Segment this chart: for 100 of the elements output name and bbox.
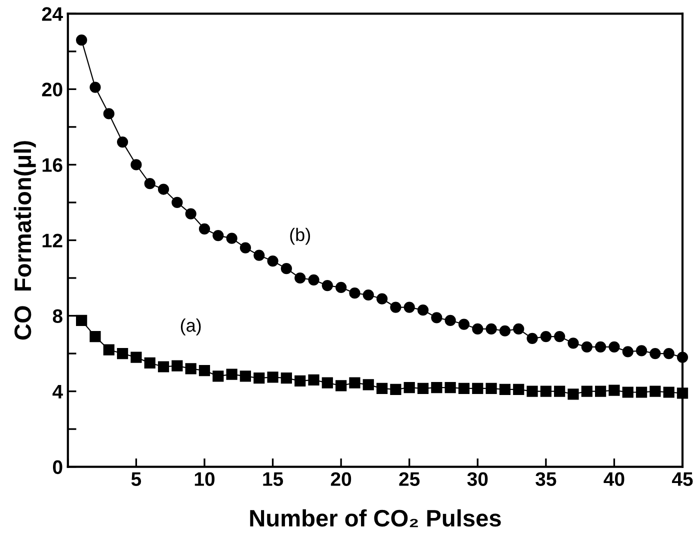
point <box>581 386 592 397</box>
point <box>185 208 196 220</box>
point <box>472 323 484 335</box>
y-tick-label: 4 <box>52 384 63 398</box>
x-tick-label: 5 <box>131 472 142 486</box>
point <box>458 382 470 394</box>
point <box>362 289 374 301</box>
point <box>472 382 484 394</box>
point <box>554 386 566 397</box>
point <box>158 361 170 372</box>
point <box>540 386 552 397</box>
point <box>240 370 252 382</box>
point <box>622 386 634 398</box>
point <box>404 382 415 394</box>
point <box>581 341 592 352</box>
point <box>540 330 552 342</box>
point <box>254 372 265 384</box>
point <box>130 352 142 363</box>
y-tick-label: 12 <box>42 234 62 248</box>
point <box>130 159 142 170</box>
point <box>486 323 497 335</box>
point <box>594 341 606 352</box>
point <box>390 302 402 313</box>
y-tick-label: 20 <box>42 82 62 96</box>
y-tick-label: 24 <box>42 7 63 21</box>
point <box>226 232 238 244</box>
point <box>390 384 402 395</box>
point <box>103 108 114 120</box>
point <box>349 377 360 388</box>
point <box>267 255 278 267</box>
point <box>322 280 333 292</box>
point <box>172 196 183 208</box>
point <box>554 330 566 342</box>
point <box>376 293 388 304</box>
point <box>486 382 497 394</box>
point <box>280 372 292 384</box>
point <box>294 272 306 284</box>
point <box>172 360 183 372</box>
point <box>444 314 456 326</box>
point <box>636 386 648 398</box>
y-tick-label: 0 <box>52 460 62 474</box>
point <box>499 325 511 336</box>
y-tick-label: 8 <box>52 309 62 324</box>
point <box>513 384 524 395</box>
point <box>212 370 224 382</box>
point <box>90 82 101 93</box>
point <box>116 136 128 148</box>
point <box>362 379 374 390</box>
point <box>336 282 347 293</box>
point <box>280 263 292 274</box>
point <box>103 344 114 356</box>
point <box>650 348 661 360</box>
x-tick-label: 30 <box>467 472 488 486</box>
point <box>226 368 238 380</box>
point <box>322 377 333 388</box>
x-tick-label: 20 <box>330 472 352 486</box>
x-tick-label: 45 <box>672 472 693 486</box>
point <box>526 332 538 344</box>
point <box>185 363 196 374</box>
point <box>568 338 579 349</box>
point <box>76 34 88 46</box>
point <box>212 230 224 242</box>
point <box>349 288 360 299</box>
point <box>594 386 606 397</box>
point <box>240 242 252 254</box>
point <box>198 364 210 376</box>
point <box>376 382 388 394</box>
series-label: (a) <box>180 318 201 336</box>
point <box>622 346 634 358</box>
point <box>526 386 538 397</box>
point <box>431 382 442 394</box>
point <box>444 382 456 394</box>
point <box>294 375 306 386</box>
point <box>458 318 470 330</box>
point <box>254 250 265 261</box>
series-label: (b) <box>290 228 310 245</box>
point <box>650 386 661 397</box>
point <box>90 330 101 342</box>
point <box>308 374 320 386</box>
point <box>144 178 156 190</box>
point <box>417 304 429 316</box>
point <box>198 223 210 234</box>
y-tick-label: 16 <box>42 158 62 172</box>
point <box>608 341 620 352</box>
point <box>663 386 674 398</box>
point <box>568 388 579 400</box>
point <box>608 384 620 396</box>
point <box>513 323 524 335</box>
x-tick-label: 40 <box>604 472 624 486</box>
point <box>636 345 648 356</box>
point <box>431 312 442 324</box>
point <box>417 382 429 394</box>
point <box>336 380 347 392</box>
point <box>76 314 88 326</box>
point <box>308 274 320 286</box>
point <box>144 357 156 369</box>
x-tick-label: 35 <box>536 472 556 486</box>
point <box>267 372 278 383</box>
point <box>499 384 511 395</box>
x-tick-label: 10 <box>194 472 214 486</box>
